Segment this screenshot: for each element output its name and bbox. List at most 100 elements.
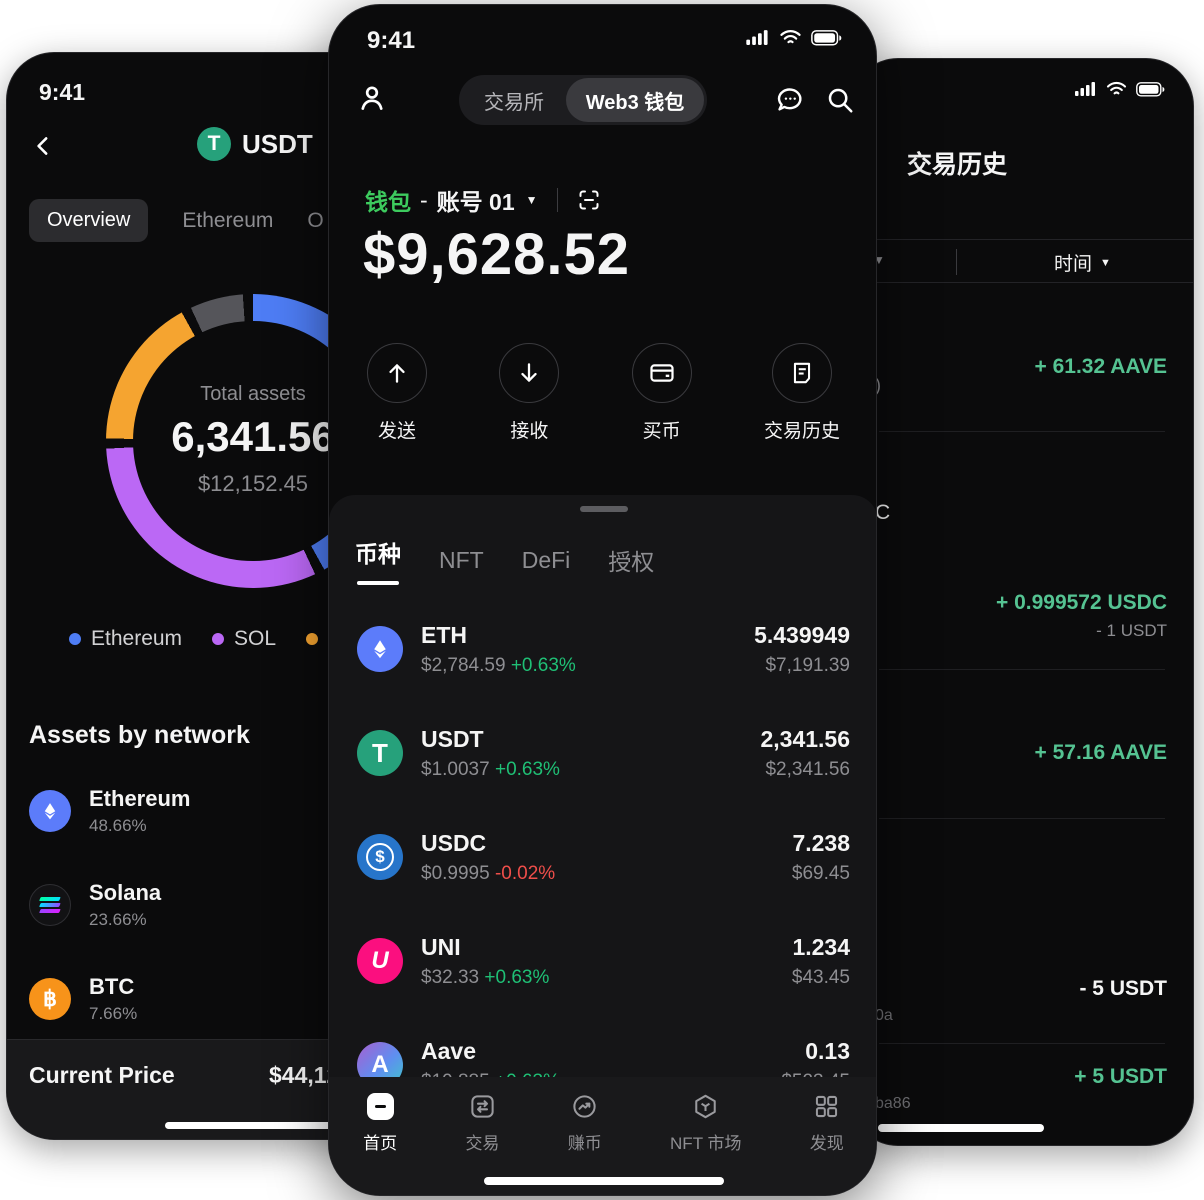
chat-button[interactable] <box>775 85 807 115</box>
token-amount: 7.238 <box>792 829 850 856</box>
donut-center-value: 6,341.56 <box>171 413 335 460</box>
row-divider <box>879 669 1165 670</box>
nav-label: 赚币 <box>567 1134 602 1153</box>
tx-title-fragment: C <box>875 501 891 524</box>
nft-hexagon-icon <box>692 1093 719 1120</box>
scan-button[interactable] <box>577 188 601 212</box>
history-button[interactable]: 交易历史 <box>764 343 840 443</box>
filter-left-caret-fragment[interactable]: ▼ <box>873 253 885 267</box>
network-percent: 7.66% <box>89 1004 138 1023</box>
arrow-down-icon <box>499 343 560 403</box>
tx-address-fragment: 0a <box>875 1007 893 1024</box>
token-symbol: Aave <box>421 1037 476 1064</box>
btc-icon: ฿ <box>29 978 71 1020</box>
token-amount: 2,341.56 <box>760 725 850 752</box>
send-button[interactable]: 发送 <box>367 343 427 443</box>
usdt-icon: T <box>197 127 231 161</box>
back-button[interactable] <box>27 131 59 163</box>
token-change: -0.02% <box>494 862 556 884</box>
wifi-icon <box>779 29 802 46</box>
segment-exchange[interactable]: 交易所 <box>484 91 544 114</box>
token-price: $1.0037 <box>421 758 490 780</box>
account-label: 账号 01 <box>436 189 515 215</box>
token-row-usdt[interactable]: T USDT $1.0037 +0.63% 2,341.56 $2,341.56 <box>329 701 876 805</box>
status-time: 9:41 <box>39 79 86 105</box>
swap-icon <box>469 1093 496 1120</box>
grid-icon <box>813 1093 840 1120</box>
time-filter[interactable]: 时间 ▼ <box>1054 249 1111 276</box>
token-symbol: UNI <box>421 933 461 960</box>
action-label: 交易历史 <box>763 421 840 442</box>
token-row-eth[interactable]: ETH $2,784.59 +0.63% 5.439949 $7,191.39 <box>329 597 876 701</box>
home-icon <box>366 1093 394 1120</box>
page-title: 交易历史 <box>907 151 1008 179</box>
nav-earn[interactable]: 赚币 <box>568 1093 602 1154</box>
filter-divider <box>956 249 957 275</box>
nav-home[interactable]: 首页 <box>363 1093 397 1154</box>
segmented-control: 交易所 Web3 钱包 <box>459 75 707 125</box>
network-row-ethereum[interactable]: Ethereum 48.66% <box>29 786 190 836</box>
tab-clipped[interactable]: O <box>307 208 324 232</box>
sheet-drag-handle[interactable] <box>580 506 628 512</box>
chevron-down-icon: ▼ <box>1100 256 1111 269</box>
action-buttons-row: 发送 接收 买币 交易历史 <box>367 343 840 443</box>
nav-nft-market[interactable]: NFT 市场 <box>670 1093 742 1154</box>
tx-amount: + 61.32 AAVE <box>1034 355 1168 378</box>
wallet-label: 钱包 <box>365 189 411 215</box>
profile-button[interactable] <box>355 81 391 117</box>
status-icons <box>1075 81 1165 97</box>
nav-label: 发现 <box>809 1134 844 1153</box>
token-row-uni[interactable]: U UNI $32.33 +0.63% 1.234 $43.45 <box>329 909 876 1013</box>
tx-address-fragment: ba86 <box>875 1095 911 1112</box>
network-percent: 23.66% <box>89 910 147 929</box>
total-balance: $9,628.52 <box>363 222 631 287</box>
nav-trade[interactable]: 交易 <box>465 1093 499 1154</box>
uni-token-icon: U <box>357 938 403 984</box>
token-price: $32.33 <box>421 966 480 988</box>
sheet-tabs: 币种 NFT DeFi 授权 <box>355 535 654 585</box>
arrow-up-icon <box>367 343 427 403</box>
signal-icon <box>746 29 770 46</box>
token-change: +0.63% <box>484 966 550 988</box>
segment-web3-wallet[interactable]: Web3 钱包 <box>566 78 704 122</box>
tab-approvals[interactable]: 授权 <box>608 549 655 575</box>
legend-label: SOL <box>234 627 277 650</box>
token-row-usdc[interactable]: $ USDC $0.9995 -0.02% 7.238 $69.45 <box>329 805 876 909</box>
token-change: +0.63% <box>510 654 576 676</box>
home-indicator <box>878 1124 1044 1132</box>
action-label: 发送 <box>377 421 416 442</box>
right-phone-transaction-history: 交易历史 ▼ 时间 ▼ + 61.32 AAVE ) C + 0.999572 … <box>850 58 1194 1146</box>
search-button[interactable] <box>825 85 855 115</box>
token-amount: 5.439949 <box>754 621 850 648</box>
action-label: 买币 <box>642 421 681 442</box>
earn-icon <box>571 1093 598 1120</box>
profile-icon <box>355 81 391 115</box>
network-row-btc[interactable]: ฿ BTC 7.66% <box>29 974 137 1024</box>
active-tab-underline <box>357 581 399 585</box>
network-name: Ethereum <box>89 786 191 811</box>
status-time: 9:41 <box>367 27 416 54</box>
row-divider <box>879 1043 1165 1044</box>
wifi-icon <box>1106 81 1127 97</box>
receive-button[interactable]: 接收 <box>499 343 560 443</box>
network-name: BTC <box>89 974 135 999</box>
network-row-solana[interactable]: Solana 23.66% <box>29 880 161 930</box>
selector-divider <box>556 188 558 212</box>
scan-icon <box>577 188 601 212</box>
donut-legend: Ethereum SOL BTC <box>69 627 370 651</box>
buy-crypto-button[interactable]: 买币 <box>631 343 692 443</box>
tab-ethereum[interactable]: Ethereum <box>182 208 274 232</box>
token-value: $43.45 <box>791 966 850 988</box>
nav-discover[interactable]: 发现 <box>810 1093 844 1154</box>
tab-nft[interactable]: NFT <box>439 546 484 573</box>
tab-overview[interactable]: Overview <box>29 199 149 242</box>
network-percent: 48.66% <box>89 816 147 835</box>
legend-dot-purple <box>212 633 225 645</box>
donut-center-label: Total assets <box>200 383 306 405</box>
wallet-account-selector[interactable]: 钱包 - 账号 01 ▼ <box>365 183 601 217</box>
token-value: $7,191.39 <box>765 654 850 676</box>
tab-tokens[interactable]: 币种 <box>355 535 401 585</box>
center-phone-web3-wallet: 9:41 交易所 Web3 钱包 <box>328 4 877 1196</box>
tab-defi[interactable]: DeFi <box>521 546 571 573</box>
